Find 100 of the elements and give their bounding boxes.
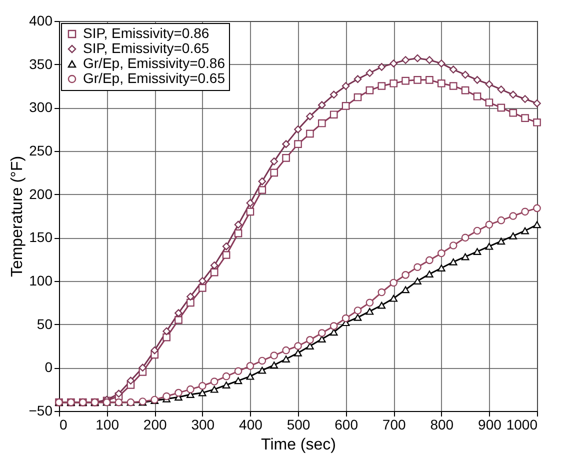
point — [437, 249, 446, 258]
point — [449, 242, 458, 250]
legend-label: SIP, Emissivity=0.86 — [83, 25, 210, 41]
point — [306, 130, 314, 138]
point — [366, 298, 374, 307]
point — [366, 86, 374, 94]
point — [246, 208, 254, 216]
y-tick-label: 0 — [44, 359, 53, 376]
point — [330, 110, 338, 119]
y-tick-label: 150 — [29, 229, 53, 246]
point — [509, 108, 518, 117]
point — [354, 314, 362, 321]
x-tick-label: 900 — [478, 416, 502, 432]
point — [354, 93, 362, 102]
point — [210, 268, 218, 276]
point — [354, 75, 362, 83]
point — [366, 308, 374, 315]
point — [282, 140, 290, 148]
point — [533, 118, 541, 126]
x-tick-label: 500 — [286, 416, 310, 432]
x-tick-label: 700 — [382, 416, 406, 432]
point — [318, 101, 326, 109]
point — [234, 220, 242, 229]
point — [497, 216, 506, 224]
y-tick-label: 250 — [29, 142, 53, 158]
point — [366, 69, 374, 77]
point — [282, 154, 290, 162]
legend-label: Gr/Ep, Emissivity=0.65 — [83, 70, 226, 86]
point — [210, 261, 218, 270]
point — [497, 104, 506, 112]
point — [174, 316, 182, 324]
point — [318, 336, 326, 343]
y-tick-label: 50 — [36, 316, 53, 332]
point — [461, 234, 470, 242]
point — [258, 177, 266, 186]
point — [521, 95, 529, 103]
point — [497, 86, 506, 94]
point — [222, 242, 230, 250]
point — [473, 76, 482, 84]
point — [222, 382, 230, 388]
point — [294, 140, 302, 148]
point — [378, 82, 386, 90]
point — [330, 328, 338, 336]
y-tick-label: 300 — [29, 99, 53, 116]
point — [390, 278, 398, 287]
point — [294, 125, 302, 134]
point — [521, 208, 529, 216]
point — [318, 119, 326, 128]
point — [186, 298, 194, 307]
point — [210, 378, 218, 386]
point — [270, 352, 278, 360]
point — [306, 112, 314, 120]
point — [509, 232, 518, 240]
point — [449, 66, 458, 74]
point — [402, 286, 410, 294]
y-tick-label: 400 — [29, 12, 53, 28]
point — [234, 377, 242, 384]
point — [162, 392, 170, 400]
point — [461, 253, 470, 260]
point — [270, 362, 278, 369]
point — [485, 98, 494, 106]
point — [198, 277, 206, 285]
point — [306, 336, 314, 344]
point — [414, 263, 422, 272]
x-tick-label: 0 — [60, 416, 68, 432]
point — [126, 376, 135, 385]
point — [485, 80, 494, 88]
point — [258, 356, 266, 365]
x-axis-title: Time (sec) — [261, 436, 336, 454]
x-tick-label: 800 — [430, 416, 454, 432]
point — [426, 76, 434, 84]
point — [354, 306, 362, 314]
point — [246, 362, 254, 370]
point — [174, 388, 182, 397]
y-tick-label: −50 — [28, 402, 53, 418]
x-tick-label: 200 — [143, 416, 167, 432]
point — [114, 390, 123, 398]
point — [186, 292, 194, 301]
point — [497, 238, 506, 245]
y-tick-label: 200 — [29, 186, 53, 202]
point — [437, 264, 446, 272]
point — [174, 309, 182, 317]
point — [414, 54, 422, 62]
point — [342, 82, 350, 90]
point — [270, 168, 278, 177]
point — [390, 294, 398, 302]
point — [294, 349, 302, 356]
point — [437, 60, 446, 68]
x-tick-label: 600 — [334, 416, 358, 432]
point — [473, 226, 482, 235]
x-tick-label: 100 — [96, 416, 120, 432]
point — [533, 99, 541, 108]
point — [198, 284, 206, 292]
point — [390, 79, 398, 88]
point — [186, 385, 194, 394]
y-tick-label: 100 — [29, 272, 53, 288]
x-tick-label: 1000 — [506, 416, 538, 432]
x-tick-label: 400 — [239, 416, 263, 432]
point — [234, 229, 242, 238]
point — [162, 333, 170, 342]
